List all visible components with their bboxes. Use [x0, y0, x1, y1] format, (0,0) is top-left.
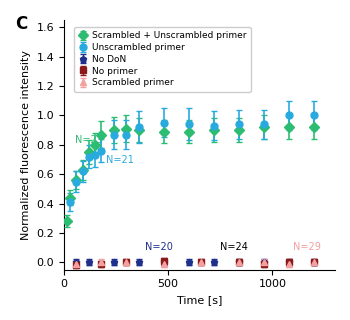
Text: N=21: N=21 [106, 156, 133, 165]
Y-axis label: Normalized fluorescence intensity: Normalized fluorescence intensity [21, 50, 31, 240]
X-axis label: Time [s]: Time [s] [177, 295, 222, 305]
Text: N=29: N=29 [293, 242, 321, 252]
Text: N=23: N=23 [75, 135, 103, 145]
Text: C: C [15, 15, 27, 33]
Legend: Scrambled + Unscrambled primer, Unscrambled primer, No DoN, No primer, Scrambled: Scrambled + Unscrambled primer, Unscramb… [74, 27, 251, 92]
Text: N=20: N=20 [145, 242, 173, 252]
Text: N=24: N=24 [220, 242, 248, 252]
